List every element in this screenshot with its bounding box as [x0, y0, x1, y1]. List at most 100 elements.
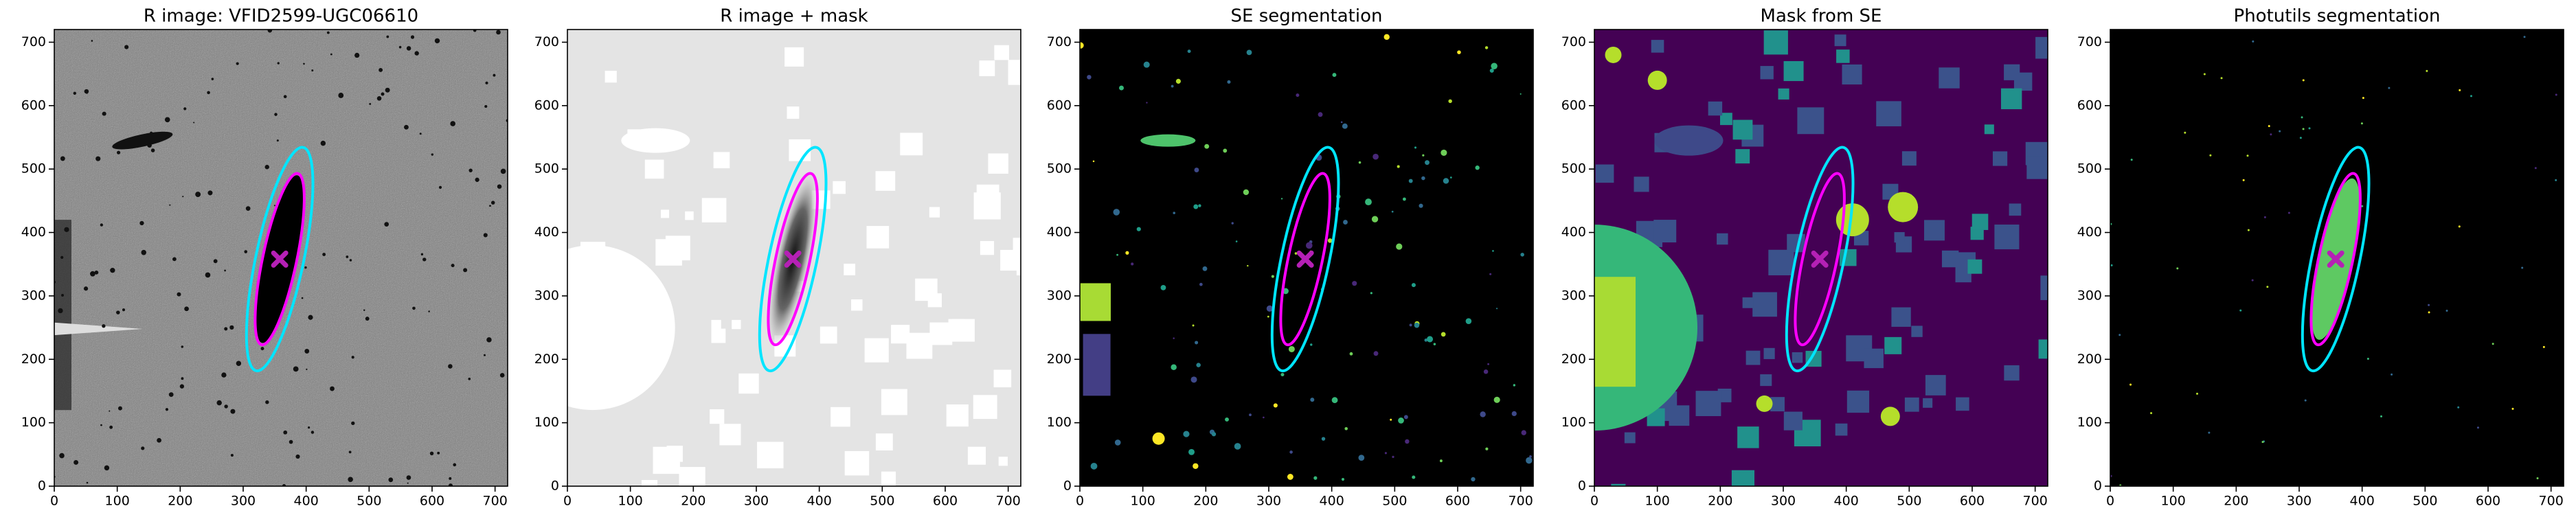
- star: [320, 140, 326, 146]
- star: [182, 196, 184, 198]
- mask-square: [1719, 113, 1732, 126]
- star: [322, 253, 326, 257]
- segment: [1414, 322, 1420, 328]
- segment: [1173, 337, 1175, 339]
- star: [150, 148, 155, 152]
- star: [150, 131, 153, 135]
- x-tick-label: 100: [2161, 494, 2186, 509]
- star: [276, 139, 279, 142]
- star: [485, 81, 488, 84]
- star: [224, 404, 228, 409]
- x-tick-label: 500: [1382, 494, 1407, 509]
- mask-patch: [979, 60, 995, 76]
- x-tick-label: 400: [2350, 494, 2375, 509]
- star: [493, 73, 496, 77]
- star: [164, 117, 170, 123]
- mask-patch: [596, 485, 609, 486]
- y-tick-label: 500: [2077, 161, 2102, 176]
- segment: [2220, 77, 2223, 80]
- segment: [1529, 455, 1532, 458]
- ellipse-group: [233, 142, 327, 376]
- star: [230, 409, 236, 414]
- segment: [1342, 123, 1348, 129]
- star: [338, 93, 344, 98]
- star: [385, 87, 390, 93]
- y-tick-label: 100: [1561, 415, 1586, 430]
- axes-frame: [567, 29, 1021, 487]
- mask-patch: [685, 211, 694, 220]
- y-tick-label: 500: [1561, 161, 1586, 176]
- mask-square: [1923, 398, 1933, 408]
- star: [73, 91, 77, 95]
- mask-square: [2004, 64, 2020, 80]
- segment: [1485, 447, 1489, 450]
- star: [110, 267, 115, 273]
- x-tick-label: 600: [420, 494, 444, 509]
- mask-patch: [875, 433, 893, 451]
- segment: [1433, 343, 1436, 345]
- star: [216, 400, 222, 406]
- segment: [1483, 369, 1489, 374]
- y-tick-label: 100: [21, 415, 46, 430]
- star: [451, 264, 455, 268]
- segment: [2476, 426, 2479, 429]
- star: [117, 406, 122, 411]
- star: [379, 67, 383, 72]
- segment: [1195, 341, 1199, 345]
- mask-square: [1717, 388, 1732, 402]
- star: [346, 255, 349, 258]
- segment: [1243, 189, 1250, 196]
- segment: [1113, 209, 1120, 216]
- mask-square: [1797, 107, 1824, 135]
- segment: [1439, 459, 1443, 463]
- y-tick-label: 200: [1047, 352, 1072, 367]
- star: [184, 306, 189, 312]
- x-tick-label: 700: [996, 494, 1021, 509]
- segment: [1520, 253, 1524, 257]
- center-marker: [1811, 250, 1829, 268]
- star: [147, 143, 152, 148]
- mask-patch: [738, 373, 759, 394]
- star: [330, 53, 332, 56]
- aperture-ellipse: [2289, 142, 2383, 376]
- x-tick-label: 300: [2287, 494, 2312, 509]
- segment: [2492, 343, 2494, 345]
- y-tick-label: 600: [2077, 98, 2102, 113]
- star: [304, 348, 310, 354]
- mask-patch: [661, 209, 670, 218]
- mask-square: [1742, 297, 1754, 308]
- star: [330, 386, 335, 391]
- mask-square: [2035, 36, 2048, 59]
- mask-square: [1783, 61, 1804, 82]
- segment: [2380, 415, 2383, 417]
- segment: [1493, 396, 1500, 403]
- mask-patch: [711, 328, 726, 343]
- star: [326, 31, 330, 34]
- star: [419, 133, 422, 135]
- center-marker: [2327, 250, 2345, 268]
- segment: [2304, 399, 2307, 402]
- mask-circle: [1888, 192, 1919, 222]
- x-tick-label: 500: [2413, 494, 2437, 509]
- segment: [1492, 250, 1494, 252]
- segment: [2388, 87, 2391, 89]
- mask-square: [1695, 391, 1721, 417]
- y-tick-label: 300: [2077, 288, 2102, 303]
- segment: [1390, 418, 1392, 421]
- star: [308, 426, 310, 429]
- segment: [1318, 112, 1323, 117]
- segment: [1370, 292, 1372, 295]
- x-tick-label: 600: [933, 494, 958, 509]
- segment: [1448, 99, 1452, 104]
- y-tick-label: 500: [1047, 161, 1072, 176]
- star: [386, 35, 389, 38]
- center-marker: [1296, 250, 1314, 268]
- mask-square: [1967, 259, 1982, 274]
- segment: [1398, 417, 1404, 424]
- x-tick-label: 200: [168, 494, 192, 509]
- segment: [1211, 432, 1217, 437]
- aperture-ellipse: [245, 170, 315, 348]
- aperture-ellipse: [758, 170, 828, 348]
- segment: [1310, 343, 1313, 346]
- star: [453, 463, 457, 467]
